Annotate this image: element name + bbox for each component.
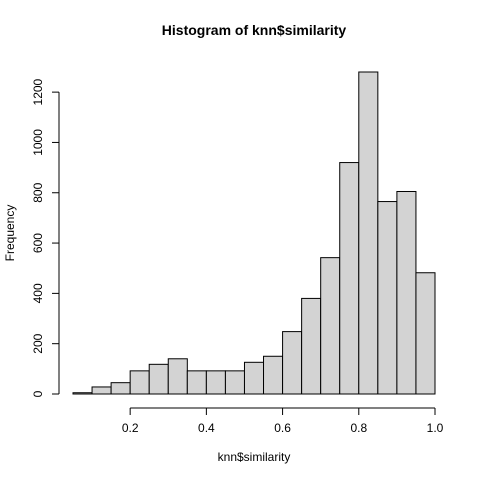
histogram-bar <box>263 355 284 395</box>
histogram-bar <box>282 331 303 395</box>
histogram-bar <box>205 370 226 395</box>
x-tick-label: 0.6 <box>274 421 291 435</box>
y-tick-label: 400 <box>31 283 45 303</box>
histogram-bar <box>396 190 417 395</box>
y-tick-label: 200 <box>31 333 45 353</box>
x-axis-label: knn$similarity <box>218 450 291 464</box>
x-tick-label: 0.8 <box>350 421 367 435</box>
histogram-bar <box>377 201 398 395</box>
histogram-bar <box>148 363 169 395</box>
histogram-bar <box>224 370 245 395</box>
histogram-bar <box>129 370 150 395</box>
y-tick-label: 0 <box>31 390 45 397</box>
x-tick-label: 0.2 <box>122 421 139 435</box>
histogram-bar <box>72 392 93 395</box>
bars-group <box>72 71 436 395</box>
histogram-bar <box>301 297 322 395</box>
x-tick-label: 0.4 <box>198 421 215 435</box>
x-axis: 0.2 0.4 0.6 0.8 1.0 <box>122 407 444 435</box>
histogram-bar <box>91 386 112 395</box>
y-axis-label: Frequency <box>3 205 17 262</box>
histogram-bar <box>110 382 131 395</box>
y-tick-label: 1200 <box>31 78 45 105</box>
histogram-bar <box>415 272 436 395</box>
histogram-bar <box>243 361 265 395</box>
y-tick-label: 600 <box>31 233 45 253</box>
y-tick-label: 1000 <box>31 129 45 156</box>
histogram-bar <box>339 162 360 395</box>
histogram-bar <box>186 370 207 395</box>
histogram-bar <box>167 358 188 395</box>
y-axis: 0 200 400 600 800 1000 1200 <box>31 78 60 397</box>
chart-title: Histogram of knn$similarity <box>162 22 347 38</box>
histogram-bar <box>320 257 341 395</box>
x-tick-label: 1.0 <box>427 421 444 435</box>
histogram-bar <box>358 71 379 395</box>
y-tick-label: 800 <box>31 182 45 202</box>
